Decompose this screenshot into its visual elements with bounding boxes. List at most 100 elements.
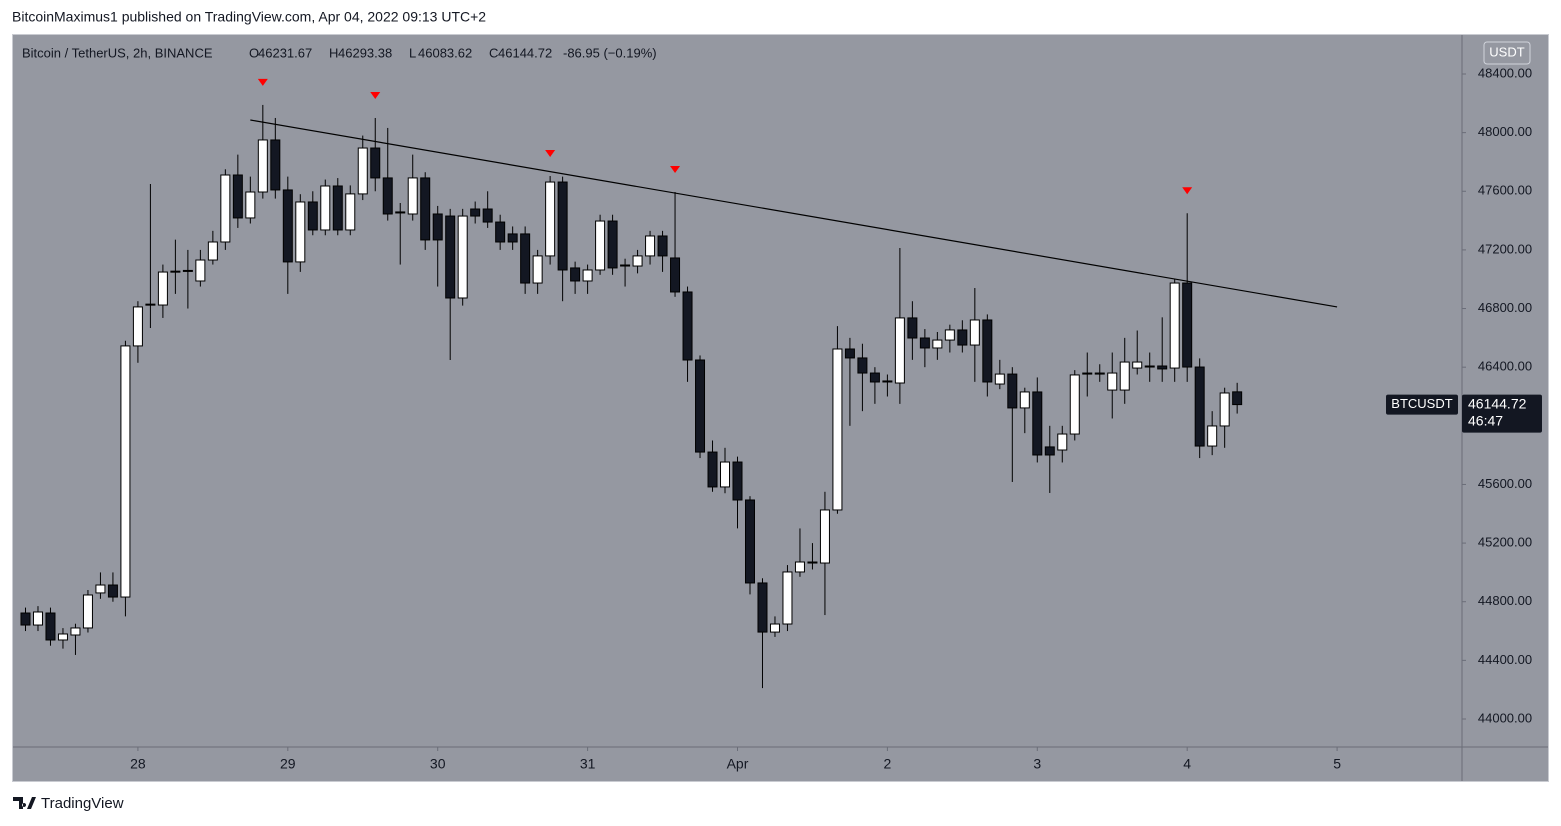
candle-body — [1207, 425, 1218, 447]
candle-body — [720, 461, 731, 488]
candle-body — [807, 561, 818, 564]
candle-body — [632, 255, 643, 267]
price-tag-value: 46144.72 — [1468, 395, 1527, 411]
candle-body — [520, 233, 531, 284]
candle-body — [445, 215, 456, 299]
x-tick-label: 2 — [883, 756, 891, 772]
candle-body — [82, 594, 93, 629]
candle-body — [370, 147, 381, 179]
candle-body — [307, 201, 318, 231]
change: -86.95 (−0.19%) — [563, 45, 657, 60]
candle-body — [1157, 365, 1168, 370]
candle-body — [545, 181, 556, 257]
candle-body — [395, 211, 406, 214]
byline: BitcoinMaximus1 published on TradingView… — [12, 9, 486, 25]
candle-body — [332, 185, 343, 231]
candle-body — [732, 461, 743, 501]
candle-body — [320, 185, 331, 231]
y-tick-label: 47200.00 — [1478, 241, 1532, 256]
candle-body — [944, 329, 955, 341]
candle-body — [1019, 391, 1030, 409]
candle-body — [1032, 391, 1043, 456]
candle-body — [95, 584, 106, 594]
candle-body — [1082, 372, 1093, 375]
y-tick-label: 46800.00 — [1478, 300, 1532, 315]
candle-body — [869, 372, 880, 383]
candle-body — [957, 329, 968, 346]
candle-body — [482, 208, 493, 223]
x-tick-label: 31 — [580, 756, 596, 772]
candle-body — [932, 339, 943, 349]
x-tick-label: 5 — [1333, 756, 1341, 772]
candle-body — [1044, 446, 1055, 456]
candle-body — [695, 359, 706, 453]
candle-body — [345, 193, 356, 231]
candle-body — [595, 220, 606, 271]
candle-body — [607, 220, 618, 269]
candle-body — [420, 177, 431, 241]
y-tick-label: 45200.00 — [1478, 535, 1532, 550]
candle-body — [1057, 433, 1068, 451]
candle-body — [670, 257, 681, 293]
candle-body — [857, 357, 868, 374]
candle-body — [645, 235, 656, 257]
candle-body — [382, 177, 393, 215]
candle-body — [182, 269, 193, 272]
ohlc-value: 46083.62 — [418, 45, 472, 60]
candle-body — [357, 147, 368, 195]
candle-body — [282, 189, 293, 263]
candle-body — [582, 269, 593, 282]
candle-body — [1132, 361, 1143, 369]
ohlc-letter: L — [409, 45, 416, 60]
candle-body — [844, 348, 855, 359]
ohlc-letter: C — [489, 45, 498, 60]
candle-body — [982, 319, 993, 383]
candle-body — [894, 317, 905, 384]
candle-body — [220, 174, 231, 243]
candle-body — [20, 612, 31, 626]
pivot-marker — [370, 91, 381, 99]
candle-body — [1094, 372, 1105, 375]
candle-body — [170, 270, 181, 273]
candle-body — [1169, 282, 1180, 369]
candle-body — [682, 291, 693, 361]
pivot-marker — [1182, 187, 1193, 195]
ohlc-letter: O — [249, 45, 259, 60]
x-tick-label: 30 — [430, 756, 446, 772]
candle-body — [407, 177, 418, 215]
candle-body — [232, 174, 243, 219]
ohlc-letter: H — [329, 45, 338, 60]
candle-body — [907, 317, 918, 339]
pivot-marker — [545, 150, 556, 158]
candle-body — [1194, 366, 1205, 447]
chart-background — [12, 34, 1549, 782]
candle-body — [120, 345, 131, 598]
currency[interactable]: USDT — [1489, 44, 1524, 59]
ohlc-value: 46144.72 — [498, 45, 552, 60]
candle-body — [457, 215, 468, 299]
candle-body — [132, 306, 143, 347]
candle-body — [757, 582, 768, 633]
candle-body — [532, 255, 543, 284]
y-tick-label: 45600.00 — [1478, 476, 1532, 491]
candle-body — [507, 233, 518, 243]
candle-body — [45, 612, 56, 641]
candle-body — [70, 627, 81, 636]
candle-body — [270, 139, 281, 191]
candle-body — [157, 271, 168, 306]
candle-body — [245, 191, 256, 219]
candle-body — [1007, 373, 1018, 409]
candle-body — [1119, 361, 1130, 391]
candle-body — [994, 373, 1005, 385]
candle-body — [570, 267, 581, 282]
price-tag — [1462, 394, 1542, 433]
candle-body — [495, 221, 506, 243]
candle-body — [32, 611, 43, 626]
candle-body — [1144, 365, 1155, 368]
currency-button[interactable] — [1483, 41, 1531, 65]
x-tick-label: 28 — [130, 756, 146, 772]
candle-body — [769, 623, 780, 633]
x-tick-label: 3 — [1033, 756, 1041, 772]
x-tick-label: 29 — [280, 756, 296, 772]
